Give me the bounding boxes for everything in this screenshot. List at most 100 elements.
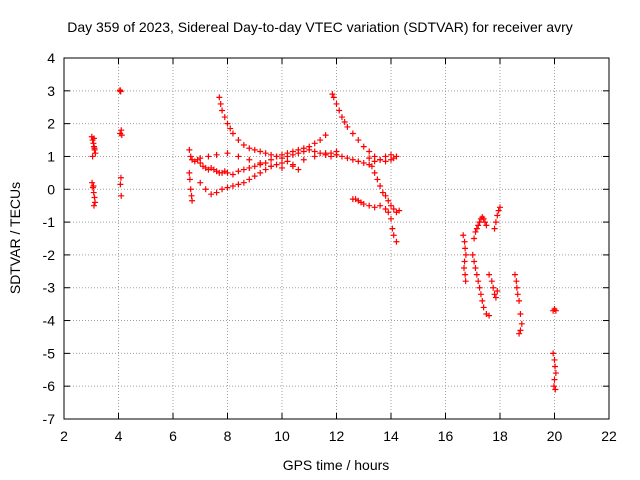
data-point (483, 222, 490, 229)
data-point (338, 114, 345, 121)
x-tick-label: 16 (438, 428, 454, 444)
x-tick-label: 4 (115, 428, 123, 444)
data-point (390, 232, 397, 239)
data-point (336, 107, 343, 114)
data-point (205, 153, 212, 160)
data-point (492, 294, 499, 301)
data-point (516, 297, 523, 304)
data-point (251, 146, 258, 153)
data-point (473, 271, 480, 278)
data-point (550, 350, 557, 357)
x-tick-label: 6 (169, 428, 177, 444)
x-tick-label: 18 (492, 428, 508, 444)
data-point (385, 197, 392, 204)
series-seg-17.9 (491, 204, 503, 232)
series-seg-17.0 (469, 251, 493, 319)
data-point (289, 161, 296, 168)
x-axis-label: GPS time / hours (283, 457, 390, 473)
data-point (279, 155, 285, 162)
data-point (90, 189, 97, 196)
series-seg-17.8 (486, 271, 501, 301)
data-point (186, 176, 193, 183)
data-point (355, 158, 362, 165)
data-point (469, 251, 476, 258)
data-point (472, 265, 479, 272)
data-point (216, 94, 223, 101)
data-point (471, 258, 478, 265)
data-point (551, 356, 558, 363)
data-point (262, 160, 269, 167)
data-point (322, 151, 329, 158)
data-point (333, 100, 340, 107)
data-point (240, 166, 247, 173)
data-point (90, 135, 97, 142)
y-tick-label: 0 (47, 181, 55, 197)
data-point (473, 225, 480, 232)
data-point (329, 91, 336, 98)
series-seg-3.1a (88, 133, 99, 160)
data-point (460, 232, 467, 239)
data-point (349, 156, 356, 163)
data-point (360, 143, 367, 150)
x-tick-label: 10 (274, 428, 290, 444)
data-point (355, 137, 362, 144)
data-point (494, 288, 501, 295)
data-point (333, 151, 340, 158)
data-point (118, 132, 125, 139)
data-point (300, 148, 307, 155)
data-point (224, 184, 231, 191)
data-point (330, 94, 337, 101)
data-point (477, 291, 484, 298)
data-point (240, 141, 247, 148)
x-tick-label: 8 (224, 428, 232, 444)
y-tick-label: -4 (43, 313, 56, 329)
x-tick-label: 22 (601, 428, 617, 444)
data-point (476, 219, 483, 226)
data-point (213, 189, 220, 196)
data-point (480, 215, 487, 222)
data-point (229, 130, 236, 137)
data-point (289, 151, 296, 158)
x-axis: 2 4 6 8 10 12 14 16 18 20 22 (60, 58, 617, 444)
data-point (461, 238, 468, 245)
data-point (240, 179, 247, 186)
data-point (197, 155, 204, 162)
y-tick-label: -3 (43, 280, 56, 296)
data-point (219, 186, 226, 193)
series-seg-12.6-down (349, 196, 400, 245)
y-tick-label: -6 (43, 378, 56, 394)
x-tick-label: 20 (547, 428, 563, 444)
data-point (284, 153, 291, 160)
data-point (118, 192, 125, 199)
data-point (300, 156, 307, 163)
data-point (224, 120, 231, 127)
data-point (497, 204, 503, 211)
data-point (246, 176, 253, 183)
y-tick-label: 2 (47, 116, 55, 132)
data-point (295, 166, 302, 173)
data-point (479, 297, 486, 304)
data-point (187, 153, 194, 160)
data-point (213, 151, 220, 158)
data-point (462, 271, 469, 278)
data-point (202, 186, 209, 193)
data-point (379, 189, 386, 196)
data-point (517, 327, 524, 334)
data-point (257, 160, 264, 167)
data-point (366, 155, 373, 162)
data-point (235, 168, 242, 175)
data-point (279, 164, 285, 171)
data-point (490, 284, 497, 291)
series-seg-4.1 (116, 87, 125, 199)
data-point (217, 100, 224, 107)
data-point (273, 161, 280, 168)
data-point (389, 225, 396, 232)
series-seg-12-flat (322, 150, 394, 168)
data-point (371, 204, 378, 211)
data-point (488, 278, 495, 285)
data-point (186, 146, 193, 153)
data-point (366, 202, 373, 209)
data-point (262, 166, 269, 173)
